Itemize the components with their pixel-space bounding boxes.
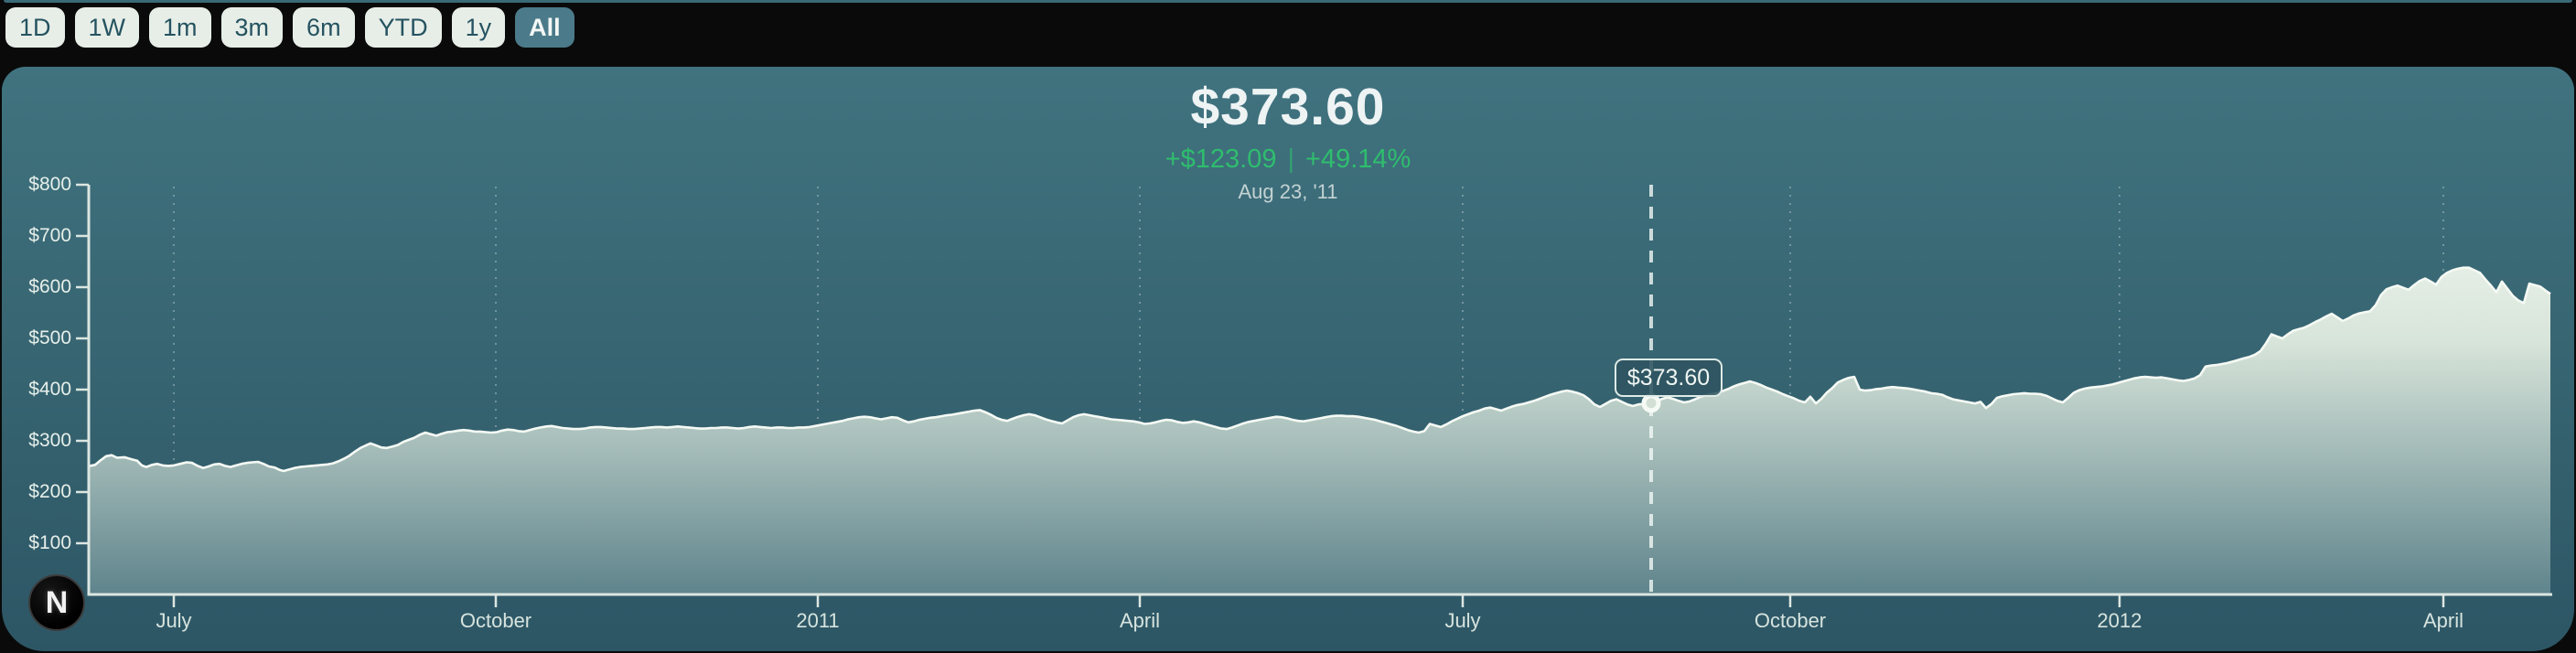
y-axis-label: $500 (28, 327, 71, 348)
nextjs-n-icon: N (45, 585, 69, 620)
x-axis-label: October (1754, 609, 1827, 632)
x-axis-label: April (2422, 609, 2464, 632)
x-axis-label: October (459, 609, 532, 632)
y-axis-label: $800 (28, 174, 71, 195)
range-button-all[interactable]: All (515, 7, 574, 48)
change-amount: +$123.09 (1165, 145, 1277, 174)
x-axis-label: July (156, 609, 192, 632)
y-axis-label: $400 (28, 379, 71, 400)
nextjs-dev-indicator-button[interactable]: N (28, 574, 85, 631)
change-separator: | (1287, 145, 1294, 174)
y-axis-label: $200 (28, 481, 71, 502)
price-line (88, 266, 2551, 473)
range-button-ytd[interactable]: YTD (364, 7, 442, 48)
range-button-1w[interactable]: 1W (74, 7, 140, 48)
x-axis-label: 2011 (796, 609, 840, 632)
range-button-1y[interactable]: 1y (451, 7, 506, 48)
price-change: +$123.09 | +49.14% (0, 145, 2576, 175)
range-button-1m[interactable]: 1m (149, 7, 211, 48)
change-percent: +49.14% (1305, 145, 1411, 174)
range-button-6m[interactable]: 6m (293, 7, 355, 48)
range-button-3m[interactable]: 3m (220, 7, 284, 48)
x-axis-label: April (1119, 609, 1161, 632)
y-axis-label: $700 (28, 225, 71, 246)
price-tooltip: $373.60 (1615, 358, 1723, 397)
range-button-1d[interactable]: 1D (5, 7, 65, 48)
previous-panel-edge (4, 0, 2572, 3)
y-axis-label: $300 (28, 430, 71, 451)
time-range-toolbar: 1D 1W 1m 3m 6m YTD 1y All (5, 7, 574, 48)
current-price: $373.60 (1190, 78, 1386, 136)
y-axis-label: $100 (28, 532, 71, 553)
price-area-fill (89, 267, 2550, 594)
chart-hover-surface[interactable] (89, 185, 2552, 594)
y-axis-label: $600 (28, 276, 71, 297)
hover-date: Aug 23, '11 (1238, 180, 1338, 203)
x-axis-label: 2012 (2097, 609, 2142, 632)
x-axis-label: July (1444, 609, 1481, 632)
